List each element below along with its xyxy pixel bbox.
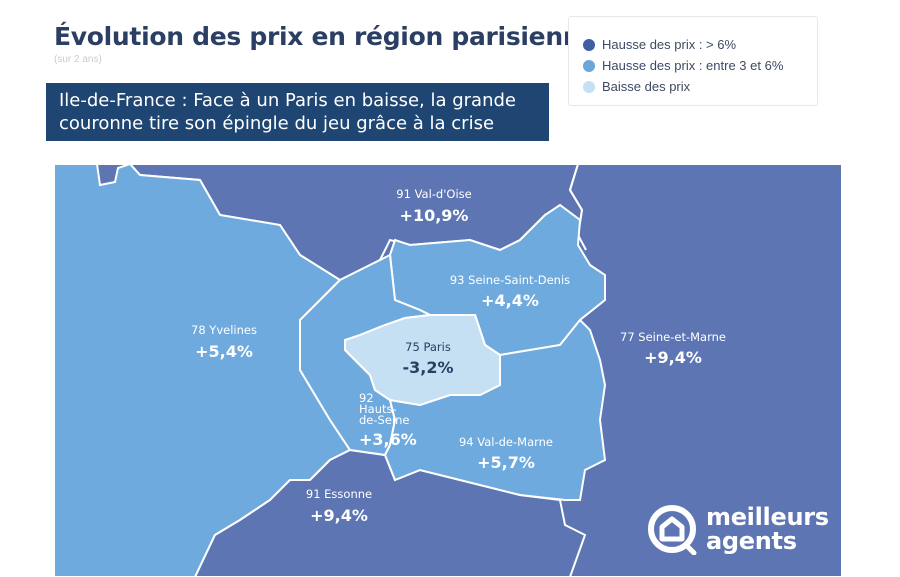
legend-label-medium: Hausse des prix : entre 3 et 6% bbox=[602, 58, 784, 73]
label-paris-name: 75 Paris bbox=[405, 340, 451, 354]
legend-item-high: Hausse des prix : > 6% bbox=[583, 34, 817, 55]
label-yvelines-name: 78 Yvelines bbox=[191, 323, 257, 337]
label-hauts-de-seine: 92 Hauts- de-Seine +3,6% bbox=[359, 391, 417, 449]
house-circle-icon bbox=[648, 505, 697, 555]
label-essonne-value: +9,4% bbox=[310, 506, 368, 525]
label-seine-saint-denis: 93 Seine-Saint-Denis +4,4% bbox=[450, 273, 570, 310]
legend-item-medium: Hausse des prix : entre 3 et 6% bbox=[583, 55, 817, 76]
headline-line-1: Ile-de-France : Face à un Paris en baiss… bbox=[59, 90, 516, 111]
brand-name: meilleurs agents bbox=[706, 505, 829, 553]
label-essonne: 91 Essonne +9,4% bbox=[306, 487, 372, 525]
label-hauts-de-seine-name-3: de-Seine bbox=[359, 413, 409, 427]
brand-line-2: agents bbox=[706, 527, 797, 555]
legend-label-low: Baisse des prix bbox=[602, 79, 691, 94]
label-seine-saint-denis-value: +4,4% bbox=[481, 291, 539, 310]
brand-logo: meilleurs agents bbox=[646, 503, 829, 555]
label-seine-et-marne-name: 77 Seine-et-Marne bbox=[620, 330, 726, 344]
legend-dot-medium bbox=[583, 59, 595, 72]
label-val-de-marne: 94 Val-de-Marne +5,7% bbox=[459, 435, 553, 472]
label-seine-et-marne-value: +9,4% bbox=[644, 348, 702, 367]
label-val-doise-name: 91 Val-d'Oise bbox=[396, 187, 471, 201]
label-yvelines: 78 Yvelines +5,4% bbox=[191, 323, 257, 361]
label-val-de-marne-name: 94 Val-de-Marne bbox=[459, 435, 553, 449]
label-hauts-de-seine-name-1: 92 bbox=[359, 391, 374, 405]
legend-dot-low bbox=[583, 80, 595, 93]
map-legend: Hausse des prix : > 6% Hausse des prix :… bbox=[568, 16, 818, 106]
label-yvelines-value: +5,4% bbox=[195, 342, 253, 361]
label-paris: 75 Paris -3,2% bbox=[402, 340, 453, 377]
label-hauts-de-seine-name-2: Hauts- bbox=[359, 402, 397, 416]
border-val-doise-east bbox=[568, 163, 587, 251]
headline-line-2: couronne tire son épingle du jeu grâce à… bbox=[59, 113, 495, 134]
label-hauts-de-seine-value: +3,6% bbox=[359, 430, 417, 449]
legend-item-low: Baisse des prix bbox=[583, 76, 817, 97]
legend-label-high: Hausse des prix : > 6% bbox=[602, 37, 737, 52]
page-subtitle: (sur 2 ans) bbox=[54, 54, 102, 65]
label-seine-et-marne: 77 Seine-et-Marne +9,4% bbox=[620, 330, 726, 367]
headline-banner: Ile-de-France : Face à un Paris en baiss… bbox=[46, 83, 549, 141]
label-seine-saint-denis-name: 93 Seine-Saint-Denis bbox=[450, 273, 570, 287]
region-paris bbox=[344, 314, 501, 407]
brand-line-1: meilleurs bbox=[706, 503, 829, 531]
legend-dot-high bbox=[583, 38, 595, 51]
label-val-de-marne-value: +5,7% bbox=[477, 453, 535, 472]
page-title: Évolution des prix en région parisienne bbox=[54, 22, 597, 51]
label-val-doise: 91 Val-d'Oise +10,9% bbox=[396, 187, 471, 225]
label-paris-value: -3,2% bbox=[402, 358, 453, 377]
label-essonne-name: 91 Essonne bbox=[306, 487, 372, 501]
label-val-doise-value: +10,9% bbox=[400, 206, 469, 225]
